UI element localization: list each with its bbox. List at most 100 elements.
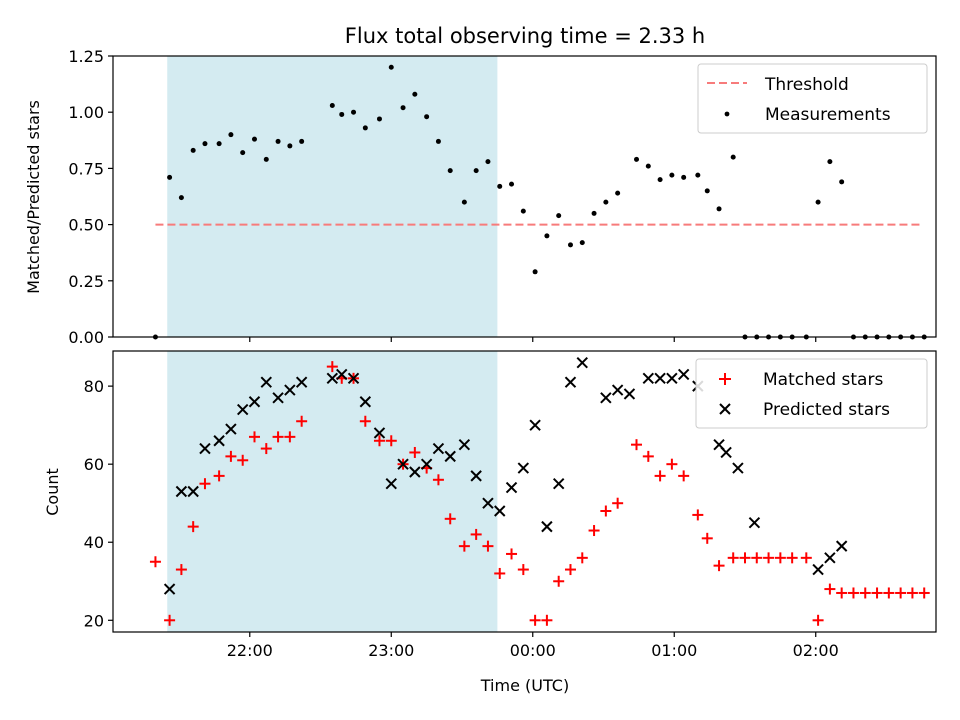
legend-measurements-label: Measurements: [765, 105, 891, 125]
point-matched-52: [800, 552, 812, 564]
point-matched-44: [701, 532, 713, 544]
point-ratio-7: [240, 150, 246, 156]
point-ratio-27: [497, 183, 503, 189]
point-ratio-14: [339, 111, 345, 117]
point-predicted-12: [326, 372, 339, 385]
panel-counts: 20 40 60 80 22:00 23:00 00:00 01:00 02:00 Count…: [43, 350, 937, 660]
y-tick-label: 0.75: [68, 159, 104, 178]
point-ratio-39: [645, 163, 651, 169]
point-ratio-5: [216, 141, 222, 147]
point-ratio-9: [263, 156, 269, 162]
point-ratio-28: [509, 181, 515, 187]
point-predicted-6: [236, 403, 249, 416]
point-matched-31: [541, 614, 553, 626]
point-predicted-8: [260, 376, 272, 388]
point-predicted-11: [295, 376, 308, 388]
y-tick-label: 40: [84, 533, 104, 552]
point-predicted-2: [187, 485, 199, 498]
point-ratio-40: [657, 177, 663, 183]
point-ratio-44: [704, 188, 710, 194]
point-matched-53: [812, 614, 824, 626]
point-matched-57: [859, 587, 871, 599]
point-matched-54: [824, 583, 836, 595]
point-ratio-8: [251, 136, 257, 142]
legend-threshold-label: Threshold: [764, 75, 849, 95]
point-matched-39: [642, 450, 654, 462]
point-ratio-25: [473, 168, 479, 174]
y-tick-label: 0.25: [68, 272, 104, 291]
plot-frame-top: [112, 55, 937, 338]
x-tick-label: 22:00: [227, 641, 273, 660]
point-predicted-26: [494, 505, 506, 517]
point-ratio-43: [695, 172, 701, 178]
point-matched-48: [751, 552, 763, 564]
point-predicted-32: [564, 376, 577, 388]
point-matched-11: [284, 431, 296, 443]
point-ratio-23: [447, 168, 453, 174]
point-predicted-4: [213, 435, 225, 447]
point-predicted-43: [720, 446, 732, 459]
legend-top: Threshold Measurements: [697, 63, 928, 134]
point-matched-36: [600, 505, 612, 517]
legend-box-bottom: [695, 358, 928, 429]
point-matched-34: [576, 552, 588, 564]
legend-bottom: Matched stars Predicted stars: [695, 358, 928, 429]
point-ratio-6: [228, 132, 234, 138]
shaded-interval-bottom: [167, 351, 498, 632]
y-tick-label: 0.50: [68, 216, 104, 235]
y-tick-label: 80: [84, 377, 104, 396]
point-predicted-48: [835, 540, 848, 552]
point-ratio-10: [275, 138, 281, 144]
point-ratio-15: [351, 109, 357, 115]
point-matched-56: [847, 587, 859, 599]
point-matched-29: [517, 564, 529, 576]
point-matched-18: [385, 435, 397, 447]
point-matched-10: [272, 431, 284, 443]
point-predicted-29: [529, 419, 541, 431]
point-matched-45: [713, 560, 725, 572]
legend-measurements-swatch: [724, 111, 730, 117]
point-predicted-16: [373, 427, 386, 439]
point-predicted-20: [420, 458, 433, 470]
point-predicted-18: [397, 458, 409, 470]
point-matched-60: [895, 587, 907, 599]
chart-title: Flux total observing time = 2.33 h: [345, 24, 705, 48]
point-predicted-28: [517, 462, 530, 474]
point-ratio-45: [716, 206, 722, 212]
point-matched-58: [871, 587, 883, 599]
point-matched-22: [432, 474, 444, 486]
point-ratio-17: [376, 116, 382, 122]
legend-predicted-label: Predicted stars: [763, 400, 890, 420]
y-tick-label: 1.00: [68, 103, 104, 122]
point-ratio-53: [815, 199, 821, 205]
point-ratio-18: [388, 64, 394, 70]
point-predicted-19: [409, 466, 421, 478]
legend-predicted-swatch: [719, 403, 731, 415]
point-ratio-37: [615, 190, 621, 196]
x-axis-label: Time (UTC): [480, 676, 569, 695]
point-predicted-38: [654, 372, 666, 385]
point-predicted-45: [748, 517, 761, 529]
point-predicted-0: [163, 583, 176, 595]
point-ratio-26: [485, 159, 491, 165]
point-ratio-11: [287, 143, 293, 149]
legend-matched-label: Matched stars: [763, 370, 883, 390]
point-matched-47: [739, 552, 751, 564]
point-matched-43: [692, 509, 704, 521]
point-matched-37: [612, 497, 624, 509]
point-predicted-15: [359, 396, 372, 408]
point-ratio-3: [190, 147, 196, 153]
point-ratio-32: [556, 213, 562, 219]
point-predicted-1: [175, 485, 188, 498]
point-matched-0: [149, 556, 161, 568]
point-predicted-3: [199, 442, 211, 455]
point-matched-46: [727, 552, 739, 564]
point-predicted-21: [432, 442, 445, 455]
y-axis-label-top: Matched/Predicted stars: [24, 100, 43, 294]
point-ratio-22: [435, 138, 441, 144]
point-ratio-20: [412, 91, 418, 97]
point-matched-40: [654, 470, 666, 482]
point-matched-7: [237, 454, 249, 466]
plot-frame-bottom: [112, 350, 937, 633]
